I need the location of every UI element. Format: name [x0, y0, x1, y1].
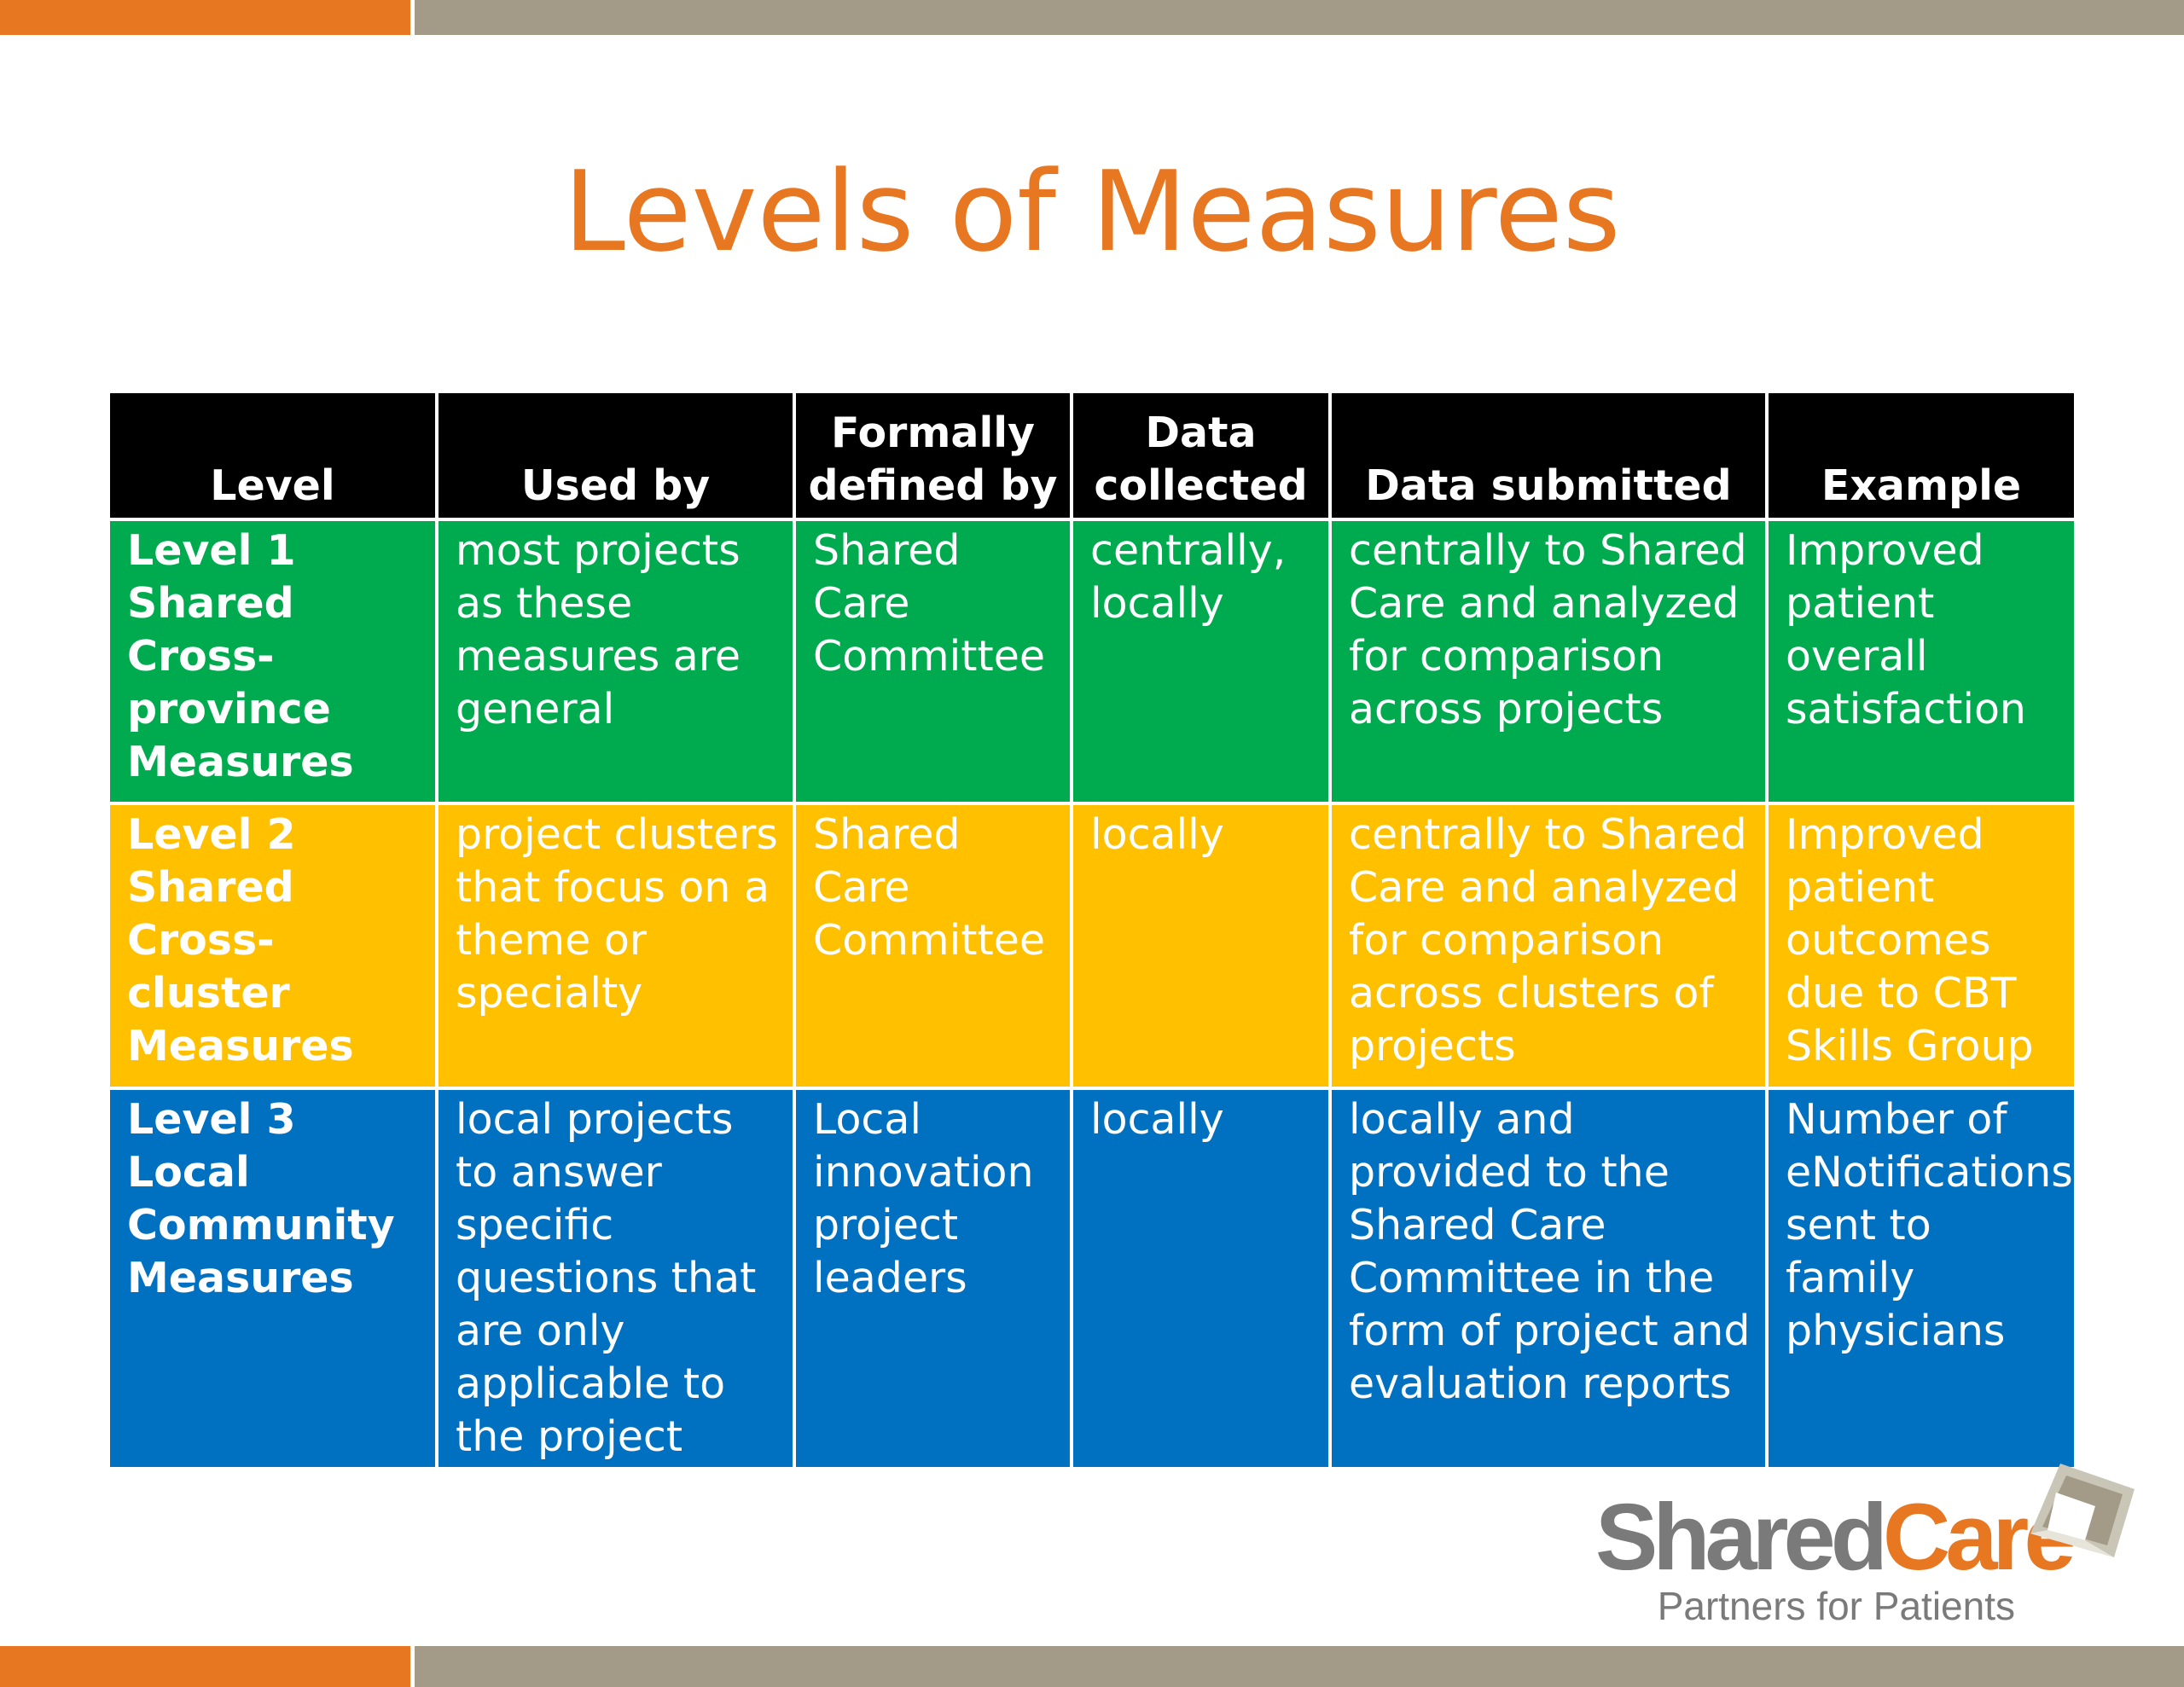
cell-used-by: project clusters that focus on a theme o… — [435, 802, 796, 1090]
cell-used-by: local projects to answer specific questi… — [435, 1087, 796, 1467]
shared-care-logo: SharedCare Partners for Patients — [1595, 1457, 2150, 1627]
cell-data-collected: locally — [1070, 1087, 1332, 1467]
cell-data-submitted: locally and provided to the Shared Care … — [1328, 1087, 1769, 1467]
cell-formally-defined-by: Shared Care Committee — [793, 518, 1073, 805]
cell-example: Improved patient overall satisfaction — [1765, 518, 2074, 805]
slide-title: Levels of Measures — [563, 147, 1621, 276]
table-row-level-1: Level 1 Shared Cross-province Measures m… — [110, 518, 2074, 805]
cell-data-collected: centrally, locally — [1070, 518, 1332, 805]
logo-word-shared: Shared — [1595, 1485, 1888, 1590]
top-accent-bar — [0, 0, 2184, 35]
header-example: Example — [1765, 393, 2074, 521]
cell-data-collected: locally — [1070, 802, 1332, 1090]
cell-formally-defined-by: Shared Care Committee — [793, 802, 1073, 1090]
header-formally-defined-by: Formally defined by — [793, 393, 1073, 521]
header-level: Level — [110, 393, 439, 521]
logo-tagline: Partners for Patients — [1657, 1584, 2015, 1628]
cell-level: Level 3 Local Community Measures — [110, 1087, 439, 1467]
bottom-accent-bar — [0, 1646, 2184, 1687]
top-bar-gray-segment — [415, 0, 2184, 35]
shared-care-diamond-icon — [2030, 1464, 2135, 1557]
header-data-collected: Data collected — [1070, 393, 1332, 521]
cell-level: Level 2 Shared Cross-cluster Measures — [110, 802, 439, 1090]
levels-table: Level Used by Formally defined by Data c… — [110, 393, 2074, 1467]
table-row-level-2: Level 2 Shared Cross-cluster Measures pr… — [110, 802, 2074, 1090]
bottom-bar-orange-segment — [0, 1646, 410, 1687]
bottom-bar-gray-segment — [415, 1646, 2184, 1687]
cell-level: Level 1 Shared Cross-province Measures — [110, 518, 439, 805]
cell-example: Number of eNotifications sent to family … — [1765, 1087, 2074, 1467]
cell-data-submitted: centrally to Shared Care and analyzed fo… — [1328, 518, 1769, 805]
cell-example: Improved patient outcomes due to CBT Ski… — [1765, 802, 2074, 1090]
top-bar-orange-segment — [0, 0, 410, 35]
header-data-submitted: Data submitted — [1328, 393, 1769, 521]
logo-wordmark: SharedCare — [1595, 1491, 2077, 1585]
cell-formally-defined-by: Local innovation project leaders — [793, 1087, 1073, 1467]
table-header-row: Level Used by Formally defined by Data c… — [110, 393, 2074, 521]
table-row-level-3: Level 3 Local Community Measures local p… — [110, 1087, 2074, 1467]
cell-used-by: most projects as these measures are gene… — [435, 518, 796, 805]
cell-data-submitted: centrally to Shared Care and analyzed fo… — [1328, 802, 1769, 1090]
header-used-by: Used by — [435, 393, 796, 521]
